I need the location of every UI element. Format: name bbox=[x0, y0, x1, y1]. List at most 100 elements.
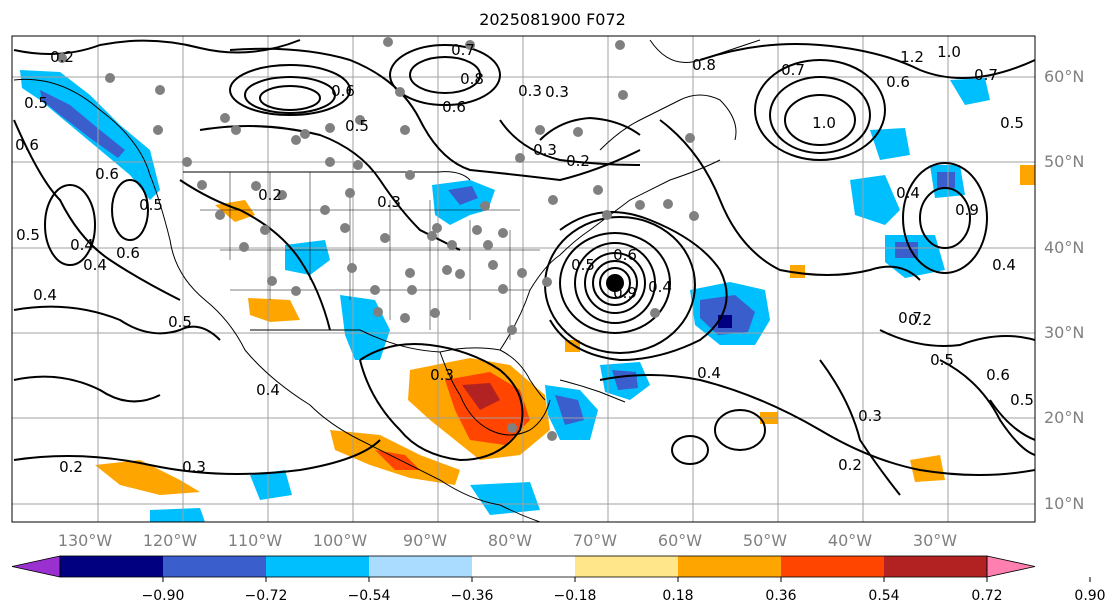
latitude-tick-label: 10°N bbox=[1044, 494, 1084, 513]
contour-value-label: 0.5 bbox=[24, 94, 48, 112]
longitude-tick-label: 60°W bbox=[658, 531, 702, 550]
contour-value-label: 0.5 bbox=[1000, 114, 1024, 132]
shade-darkblue-east2 bbox=[937, 172, 955, 188]
colorbar-segment bbox=[472, 556, 575, 577]
contour-value-label: 0.4 bbox=[992, 256, 1016, 274]
latitude-tick-label: 50°N bbox=[1044, 152, 1084, 171]
colorbar-segment bbox=[781, 556, 884, 577]
shade-blue-south3 bbox=[150, 508, 205, 522]
latitude-tick-label: 30°N bbox=[1044, 323, 1084, 342]
colorbar-segment bbox=[575, 556, 678, 577]
contour-value-label: 0.9 bbox=[955, 201, 979, 219]
graticule bbox=[12, 36, 1035, 522]
longitude-tick-label: 80°W bbox=[488, 531, 532, 550]
colorbar-tick-label: 0.18 bbox=[662, 588, 693, 604]
contour-value-label: 0.2 bbox=[566, 152, 590, 170]
contour-value-label: 0.3 bbox=[858, 407, 882, 425]
shade-orange-sw bbox=[248, 298, 300, 322]
colorbar-tick-label: 0.54 bbox=[868, 588, 899, 604]
longitude-tick-label: 40°W bbox=[828, 531, 872, 550]
colorbar-extend-low bbox=[11, 555, 61, 578]
colorbar-tick-label: −0.90 bbox=[142, 588, 185, 604]
contour-value-label: 0.2 bbox=[908, 311, 932, 329]
shade-darkblue-nw bbox=[40, 90, 125, 158]
contour-value-label: 0.6 bbox=[95, 165, 119, 183]
contour-value-label: 0.5 bbox=[571, 256, 595, 274]
contour-value-label: 0.2 bbox=[838, 456, 862, 474]
contour-value-label: 0.6 bbox=[886, 73, 910, 91]
shade-blue-texas bbox=[340, 295, 390, 360]
colorbar-tick-label: −0.36 bbox=[451, 588, 494, 604]
contour-value-label: 0.4 bbox=[697, 364, 721, 382]
colorbar bbox=[11, 555, 1036, 578]
contour-value-label: 0.5 bbox=[1010, 391, 1034, 409]
shade-orange-west bbox=[95, 460, 200, 495]
latitude-tick-label: 20°N bbox=[1044, 408, 1084, 427]
colorbar-segment bbox=[884, 556, 987, 577]
contour-value-label: 0.7 bbox=[781, 61, 805, 79]
contour-value-label: 0.7 bbox=[451, 41, 475, 59]
contour-value-label: 0.3 bbox=[518, 82, 542, 100]
contour-value-label: 0.2 bbox=[59, 458, 83, 476]
shade-blue-east4 bbox=[950, 78, 990, 105]
contour-value-label: 0.6 bbox=[986, 366, 1010, 384]
map-title: 2025081900 F072 bbox=[479, 10, 626, 29]
shade-orange-east1 bbox=[910, 455, 945, 482]
station-dots bbox=[57, 37, 699, 441]
contour-value-label: 0.6 bbox=[15, 136, 39, 154]
colorbar-tick-label: −0.72 bbox=[245, 588, 288, 604]
latitude-tick-label: 40°N bbox=[1044, 238, 1084, 257]
shade-orange-nm bbox=[215, 200, 255, 222]
colorbar-tick-label: 0.90 bbox=[1074, 588, 1105, 604]
shade-blue-south1 bbox=[250, 470, 292, 500]
contour-value-label: 0.5 bbox=[139, 196, 163, 214]
contour-value-label: 0.6 bbox=[442, 98, 466, 116]
contour-value-label: 0.3 bbox=[545, 83, 569, 101]
contour-value-label: 0.3 bbox=[430, 366, 454, 384]
contour-value-label: 0.4 bbox=[896, 184, 920, 202]
contour-value-label: 0.6 bbox=[116, 244, 140, 262]
contour-value-label: 0.4 bbox=[648, 278, 672, 296]
shade-orange-small1 bbox=[790, 265, 805, 278]
shade-blue-east5 bbox=[870, 128, 910, 160]
colorbar-outline bbox=[59, 555, 988, 578]
colorbar-segment bbox=[163, 556, 266, 577]
colorbar-tick-label: −0.18 bbox=[554, 588, 597, 604]
longitude-tick-label: 130°W bbox=[58, 531, 113, 550]
shade-darkblue-lakes bbox=[448, 186, 478, 205]
colorbar-segment bbox=[369, 556, 472, 577]
colorbar-tick-labels: −0.90 −0.72 −0.54 −0.36 −0.18 0.18 0.36 0.54 0.7… bbox=[142, 577, 1105, 604]
shade-red-pacific bbox=[375, 450, 420, 470]
colorbar-extend-high bbox=[986, 555, 1036, 578]
contour-value-label: 0.5 bbox=[930, 351, 954, 369]
colorbar-tick-label: −0.54 bbox=[348, 588, 391, 604]
longitude-tick-label: 120°W bbox=[143, 531, 198, 550]
contour-value-label: 0.7 bbox=[898, 309, 922, 327]
colorbar-tick-label: 0.72 bbox=[971, 588, 1002, 604]
contour-value-label: 0.5 bbox=[16, 226, 40, 244]
contour-lines bbox=[13, 39, 1035, 496]
longitude-labels: 130°W 120°W 110°W 100°W 90°W 80°W 70°W 60°W 50°W… bbox=[58, 531, 957, 550]
contour-value-label: 1.0 bbox=[812, 114, 836, 132]
longitude-tick-label: 50°W bbox=[743, 531, 787, 550]
shade-orange-east2 bbox=[1020, 165, 1035, 185]
contour-value-label: 0.4 bbox=[256, 381, 280, 399]
colorbar-segment bbox=[60, 556, 163, 577]
contour-value-label: 0.3 bbox=[533, 141, 557, 159]
latitude-tick-label: 60°N bbox=[1044, 67, 1084, 86]
contour-labels: 0.2 0.70.80.60.60.50.30.20.8 0.71.01.21.00… bbox=[15, 41, 1034, 476]
contour-value-label: 1.2 bbox=[900, 48, 924, 66]
contour-value-label: 0.2 bbox=[258, 186, 282, 204]
shade-blue-east1 bbox=[850, 175, 900, 225]
colorbar-segment bbox=[266, 556, 369, 577]
contour-value-label: 0.8 bbox=[692, 56, 716, 74]
map-frame bbox=[11, 35, 1036, 523]
contour-value-label: 0.8 bbox=[460, 70, 484, 88]
contour-value-label: 0.2 bbox=[50, 48, 74, 66]
contour-value-label: 0.3 bbox=[182, 458, 206, 476]
contour-value-label: 0.5 bbox=[345, 117, 369, 135]
longitude-tick-label: 110°W bbox=[228, 531, 283, 550]
colorbar-tick-label: 0.36 bbox=[765, 588, 796, 604]
contour-value-label: 0.4 bbox=[70, 236, 94, 254]
